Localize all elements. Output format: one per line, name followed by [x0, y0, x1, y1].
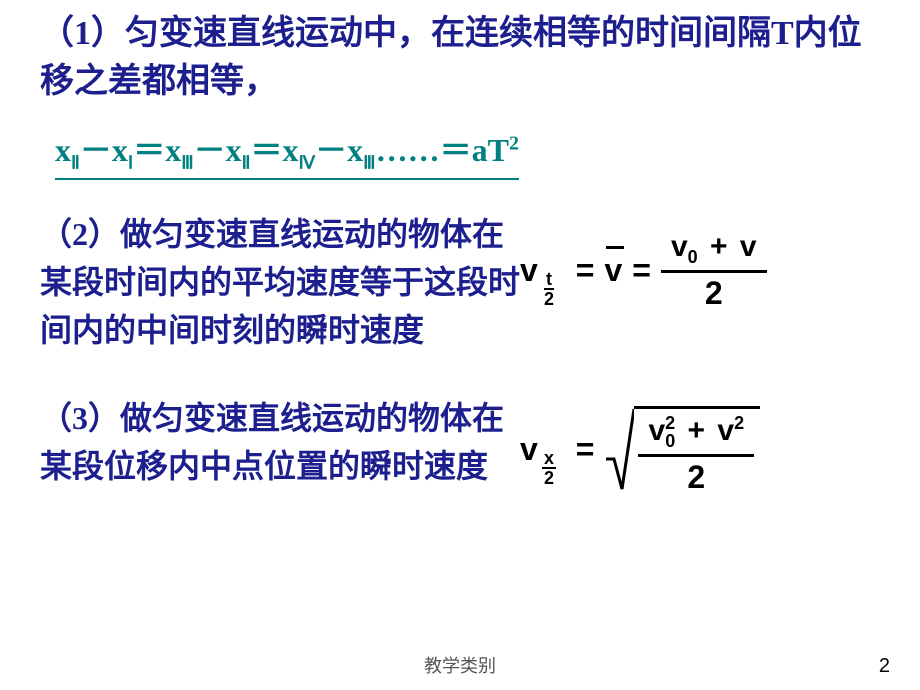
- sqrt-body: v20 + v2 2: [634, 406, 760, 496]
- equation-2: v t 2 = v = v0 + v 2: [520, 210, 890, 312]
- fraction-sqrt: v20 + v2 2: [638, 413, 754, 496]
- v-bar: v: [604, 252, 622, 289]
- numerator-sqrt: v20 + v2: [638, 413, 754, 457]
- equals-sign: =: [576, 252, 595, 289]
- sqrt-expression: v20 + v2 2: [604, 404, 760, 496]
- v-t-half: v t 2: [520, 252, 538, 289]
- page-number: 2: [879, 655, 890, 678]
- section-2: （2）做匀变速直线运动的物体在某段时间内的平均速度等于这段时间内的中间时刻的瞬时…: [40, 210, 890, 354]
- equals-sign-2: =: [632, 252, 651, 289]
- sqrt-icon: [604, 404, 634, 496]
- sub-frac-x2: x 2: [542, 449, 556, 487]
- v-x-half: v x 2: [520, 431, 538, 468]
- slide-content: （1）匀变速直线运动中，在连续相等的时间间隔T内位移之差都相等， xⅡ－xⅠ＝x…: [0, 0, 920, 496]
- equation-2-row: v t 2 = v = v0 + v 2: [520, 230, 890, 312]
- sub-frac-t2: t 2: [542, 270, 556, 308]
- equation-3: v x 2 =: [520, 394, 890, 496]
- paragraph-3: （3）做匀变速直线运动的物体在某段位移内中点位置的瞬时速度: [40, 394, 520, 490]
- formula-text: xⅡ－xⅠ＝xⅢ－xⅡ＝xⅣ－xⅢ……＝aT2: [55, 132, 519, 168]
- equals-sign-3: =: [576, 431, 595, 468]
- formula-1: xⅡ－xⅠ＝xⅢ－xⅡ＝xⅣ－xⅢ……＝aT2: [55, 125, 519, 177]
- denominator-sqrt: 2: [687, 457, 705, 496]
- section-3: （3）做匀变速直线运动的物体在某段位移内中点位置的瞬时速度 v x 2 =: [40, 394, 890, 496]
- footer-label: 教学类别: [0, 652, 920, 678]
- paragraph-1: （1）匀变速直线运动中，在连续相等的时间间隔T内位移之差都相等，: [40, 10, 890, 105]
- formula-1-container: xⅡ－xⅠ＝xⅢ－xⅡ＝xⅣ－xⅢ……＝aT2: [55, 125, 519, 179]
- equation-3-row: v x 2 =: [520, 404, 890, 496]
- fraction-v0v-2: v0 + v 2: [661, 230, 767, 312]
- paragraph-2: （2）做匀变速直线运动的物体在某段时间内的平均速度等于这段时间内的中间时刻的瞬时…: [40, 210, 520, 354]
- denominator: 2: [705, 273, 723, 312]
- numerator: v0 + v: [661, 230, 767, 273]
